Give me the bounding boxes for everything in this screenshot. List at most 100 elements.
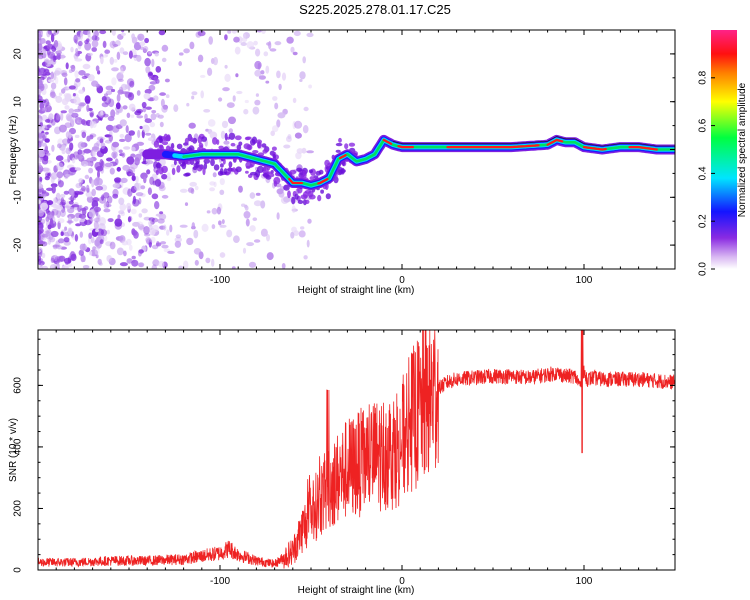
spectrogram-noise-blob [38, 229, 42, 235]
spectrogram-noise-blob [235, 73, 239, 78]
spectrogram-noise-blob [186, 102, 190, 107]
colorbar-ticks: 0.0 0.2 0.4 0.6 0.8 [698, 70, 715, 276]
spectrogram-noise-blob [206, 210, 211, 214]
spectrogram-noise-blob [126, 258, 133, 264]
spectrogram-track-blob [181, 162, 187, 170]
spectrogram-track-blob [216, 139, 220, 145]
spectrogram-noise-blob [78, 178, 84, 184]
spectrogram-noise-blob [155, 213, 164, 217]
spectrogram-noise-blob [61, 72, 68, 78]
spectrogram-data [38, 30, 675, 269]
spectrogram-noise-blob [252, 217, 258, 221]
spectrogram-noise-blob [60, 112, 64, 121]
spectrogram-noise-blob [123, 250, 127, 257]
spectrogram-noise-blob [292, 51, 298, 56]
spectrogram-noise-blob [63, 93, 72, 98]
spectrogram-noise-blob [142, 46, 149, 52]
spectrogram-noise-blob [43, 167, 51, 174]
spectrogram-noise-blob [95, 254, 99, 259]
spectrogram-noise-blob [106, 157, 113, 162]
spectrogram-noise-blob [44, 59, 52, 67]
colorbar-tick-label: 0.6 [698, 118, 709, 132]
spectrogram-noise-blob [61, 149, 66, 155]
spectrogram-noise-blob [244, 99, 249, 104]
spectrogram-noise-blob [211, 207, 218, 215]
spectrogram-noise-blob [68, 228, 72, 236]
spectrogram-noise-blob [139, 41, 146, 47]
spectrogram-noise-blob [86, 187, 90, 193]
spectrogram-noise-blob [118, 86, 124, 94]
spectrogram-noise-blob [82, 207, 87, 216]
spectrogram-noise-blob [145, 106, 152, 110]
spectrogram-noise-blob [77, 149, 83, 156]
spectrogram-track-blob [236, 144, 242, 150]
spectrogram-noise-blob [52, 244, 60, 248]
spectrogram-track-blob [158, 167, 164, 175]
spectrogram-noise-blob [55, 204, 63, 211]
snr-y-tick-label: 0 [13, 567, 24, 573]
spectrogram-noise-blob [51, 185, 56, 194]
spectrogram-noise-blob [254, 69, 262, 77]
spectrogram-track-blob [297, 200, 304, 204]
spectrogram-noise-blob [46, 30, 51, 38]
spectrogram-track-blob [220, 163, 224, 168]
spectrogram-noise-blob [218, 97, 223, 102]
spectrogram-noise-blob [128, 50, 133, 59]
spectrogram-noise-blob [281, 72, 287, 81]
spectrogram-noise-blob [161, 105, 168, 113]
spectrogram-y-tick-label: -10 [13, 190, 24, 205]
spectrogram-noise-blob [115, 111, 120, 115]
spectrogram-track-blob [159, 144, 163, 149]
spectrogram-noise-blob [184, 202, 189, 207]
spectrogram-noise-blob [209, 131, 218, 139]
spectrogram-noise-blob [64, 205, 71, 209]
spectrogram-noise-blob [119, 119, 127, 127]
spectrogram-noise-blob [114, 218, 123, 227]
spectrogram-noise-blob [88, 217, 93, 224]
spectrogram-noise-blob [82, 63, 91, 70]
spectrogram-noise-blob [167, 250, 175, 254]
spectrogram-noise-blob [94, 247, 100, 256]
colorbar-tick-label: 0.2 [698, 214, 709, 228]
spectrogram-noise-blob [159, 121, 164, 128]
spectrogram-track-blob [325, 193, 331, 200]
spectrogram-track-blob [176, 165, 181, 173]
spectrogram-noise-blob [74, 167, 81, 171]
spectrogram-noise-blob [141, 101, 147, 109]
spectrogram-noise-blob [131, 175, 136, 182]
spectrogram-noise-blob [110, 88, 116, 93]
spectrogram-noise-blob [38, 241, 46, 245]
spectrogram-noise-blob [81, 131, 87, 139]
spectrogram-noise-blob [81, 185, 86, 192]
spectrogram-noise-blob [93, 220, 99, 230]
spectrogram-noise-blob [151, 193, 159, 200]
spectrogram-x-tick-label: 0 [399, 275, 405, 286]
spectrogram-noise-blob [100, 142, 106, 150]
spectrogram-noise-blob [60, 197, 65, 203]
spectrogram-noise-blob [46, 200, 54, 206]
spectrogram-noise-blob [228, 128, 233, 133]
spectrogram-track-blob [302, 170, 306, 176]
spectrogram-noise-blob [136, 90, 141, 96]
spectrogram-noise-blob [129, 244, 133, 251]
spectrogram-noise-blob [139, 125, 143, 130]
spectrogram-noise-blob [38, 77, 44, 85]
spectrogram-noise-blob [219, 252, 226, 258]
spectrogram-noise-blob [63, 237, 70, 243]
spectrogram-noise-blob [45, 131, 49, 135]
spectrogram-noise-blob [81, 119, 86, 125]
spectrogram-noise-blob [94, 206, 101, 212]
spectrogram-noise-blob [158, 30, 166, 36]
spectrogram-noise-blob [50, 264, 54, 269]
spectrogram-ridge-peak [628, 146, 658, 151]
spectrogram-noise-blob [38, 149, 45, 158]
spectrogram-noise-blob [287, 134, 292, 140]
spectrogram-noise-blob [46, 212, 55, 220]
spectrogram-noise-blob [228, 116, 236, 125]
spectrogram-noise-blob [258, 75, 266, 80]
spectrogram-frame [37, 29, 676, 270]
spectrogram-noise-blob [125, 125, 129, 134]
spectrogram-noise-blob [294, 120, 303, 129]
spectrogram-noise-blob [50, 257, 55, 263]
spectrogram-noise-blob [166, 176, 172, 182]
